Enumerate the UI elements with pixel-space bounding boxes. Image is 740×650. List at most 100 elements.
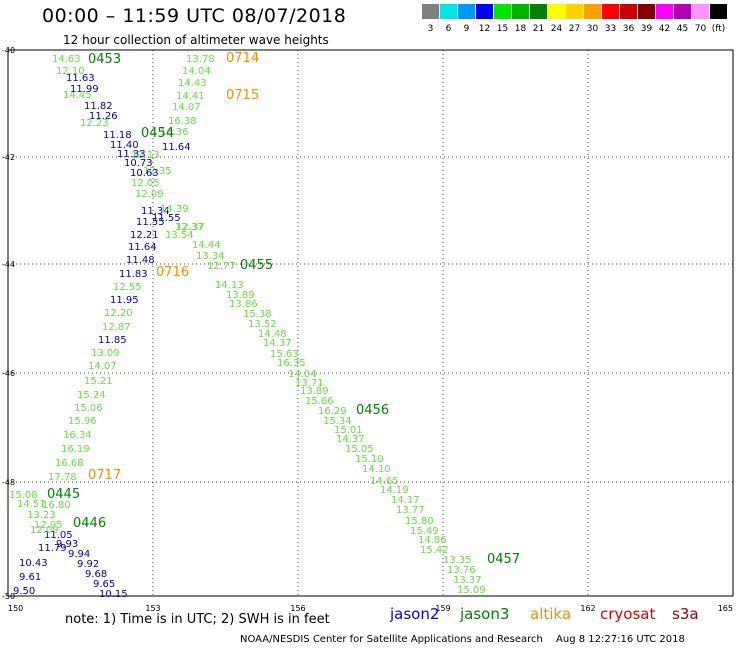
jason3-swh-reading: 16.68	[55, 458, 84, 469]
scale-swatch	[566, 4, 583, 19]
x-axis-tick-label: 153	[145, 604, 160, 613]
jason3-swh-reading: 16.34	[63, 430, 92, 441]
jason2-swh-reading: 10.73	[124, 158, 153, 169]
footer: NOAA/NESDIS Center for Satellite Applica…	[240, 634, 685, 645]
pass-time-label: 0454	[141, 126, 174, 141]
jason2-swh-reading: 10.43	[19, 558, 48, 569]
jason2-swh-reading: 9.92	[77, 559, 99, 570]
scale-swatch	[458, 4, 475, 19]
scale-label: 6	[445, 24, 452, 34]
x-axis-tick-label: 156	[290, 604, 305, 613]
jason3-swh-reading: 15.06	[74, 403, 103, 414]
jason3-swh-reading: 14.37	[336, 434, 365, 445]
jason2-swh-reading: 11.26	[89, 111, 118, 122]
jason3-swh-reading: 12.37	[175, 222, 204, 233]
jason2-swh-reading: 9.93	[56, 539, 78, 550]
jason2-swh-reading: 12.21	[130, 230, 159, 241]
jason3-swh-reading: 14.51	[17, 499, 46, 510]
jason3-swh-reading: 14.86	[418, 535, 447, 546]
footer-timestamp: Aug 8 12:27:16 UTC 2018	[556, 634, 685, 645]
jason3-swh-reading: 14.37	[263, 338, 292, 349]
jason2-swh-reading: 9.94	[68, 549, 90, 560]
jason3-swh-reading: 15.80	[405, 516, 434, 527]
scale-swatch	[656, 4, 673, 19]
jason3-swh-reading: 12.09	[30, 525, 59, 536]
jason3-swh-reading: 16.35	[277, 358, 306, 369]
scale-swatch	[602, 4, 619, 19]
jason3-swh-reading: 15.05	[345, 444, 374, 455]
jason3-swh-reading: 14.45	[63, 90, 92, 101]
y-axis-tick-label: -46	[2, 369, 15, 378]
jason3-swh-reading: 13.35	[443, 555, 472, 566]
scale-label: 30	[586, 24, 599, 34]
jason3-swh-reading: 12.77	[207, 261, 236, 272]
scale-label: (ft)	[711, 24, 726, 34]
jason2-swh-reading: 11.34	[141, 206, 170, 217]
jason2-swh-reading: 11.55	[152, 213, 181, 224]
altika-track-swh-reading: 14.43	[178, 78, 207, 89]
jason2-swh-reading: 11.85	[98, 335, 127, 346]
scale-label: 42	[658, 24, 671, 34]
altika-track-swh-reading: 13.78	[186, 54, 215, 65]
scale-label: 70	[694, 24, 707, 34]
jason2-swh-reading: 11.64	[128, 242, 157, 253]
jason2-swh-reading: 9.68	[85, 569, 107, 580]
jason3-swh-reading: 15.66	[305, 396, 334, 407]
jason3-swh-reading: 12.95	[34, 520, 63, 531]
jason3-swh-reading: 16.19	[61, 444, 90, 455]
jason3-swh-reading: 12.35	[143, 166, 172, 177]
jason3-swh-reading: 15.96	[68, 416, 97, 427]
scale-swatch	[440, 4, 457, 19]
jason3-swh-reading: 14.48	[258, 329, 287, 340]
jason3-swh-reading: 13.34	[196, 251, 225, 262]
jason3-swh-reading: 12.13	[131, 150, 160, 161]
altika-track-swh-reading: 16.38	[168, 116, 197, 127]
pass-time-label: 0455	[240, 258, 273, 273]
scale-swatch	[422, 4, 439, 19]
jason3-swh-reading: 15.01	[334, 425, 363, 436]
scale-swatch	[692, 4, 709, 19]
altika-track-swh-reading: 14.07	[172, 102, 201, 113]
jason2-swh-reading: 9.50	[13, 586, 35, 597]
pass-time-label: 0445	[47, 487, 80, 502]
jason3-swh-reading: 16.80	[42, 500, 71, 511]
units-note: note: 1) Time is in UTC; 2) SWH is in fe…	[65, 612, 330, 627]
scale-swatch	[584, 4, 601, 19]
jason3-swh-reading: 15.38	[243, 309, 272, 320]
scale-swatch	[530, 4, 547, 19]
scale-swatch	[710, 4, 727, 19]
jason3-swh-reading: 15.09	[457, 585, 486, 596]
pass-time-label: 0456	[356, 403, 389, 418]
jason3-swh-reading: 12.05	[131, 178, 160, 189]
scale-label: 18	[514, 24, 527, 34]
jason3-swh-reading: 15.08	[9, 490, 38, 501]
y-axis-tick-label: -42	[2, 153, 15, 162]
x-axis-tick-label: 159	[435, 604, 450, 613]
jason3-swh-reading: 14.10	[362, 464, 391, 475]
jason3-swh-reading: 14.44	[192, 240, 221, 251]
jason3-swh-reading: 13.76	[447, 565, 476, 576]
altika-track-swh-reading: 16.36	[160, 127, 189, 138]
scale-swatch	[494, 4, 511, 19]
jason3-swh-reading: 15.42	[420, 545, 449, 556]
jason3-swh-reading: 14.63	[52, 54, 81, 65]
jason3-swh-reading: 15.49	[410, 526, 439, 537]
jason2-swh-reading: 11.79	[38, 543, 67, 554]
jason3-swh-reading: 13.77	[396, 505, 425, 516]
jason3-swh-reading: 13.89	[226, 290, 255, 301]
pass-time-label: 0714	[226, 51, 259, 66]
x-axis-tick-label: 150	[8, 604, 23, 613]
jason3-swh-reading: 13.23	[27, 510, 56, 521]
jason3-swh-reading: 13.52	[248, 319, 277, 330]
pass-time-label: 0457	[487, 552, 520, 567]
map-subtitle: 12 hour collection of altimeter wave hei…	[63, 33, 329, 47]
jason3-swh-reading: 13.54	[165, 230, 194, 241]
legend-entry-altika: altika	[530, 605, 572, 623]
jason3-swh-reading: 13.89	[300, 386, 329, 397]
jason3-swh-reading: 17.78	[48, 472, 77, 483]
pass-time-label: 0715	[226, 88, 259, 103]
x-axis-tick-label: 162	[580, 604, 595, 613]
scale-label: 27	[568, 24, 581, 34]
pass-time-label: 0717	[88, 468, 121, 483]
